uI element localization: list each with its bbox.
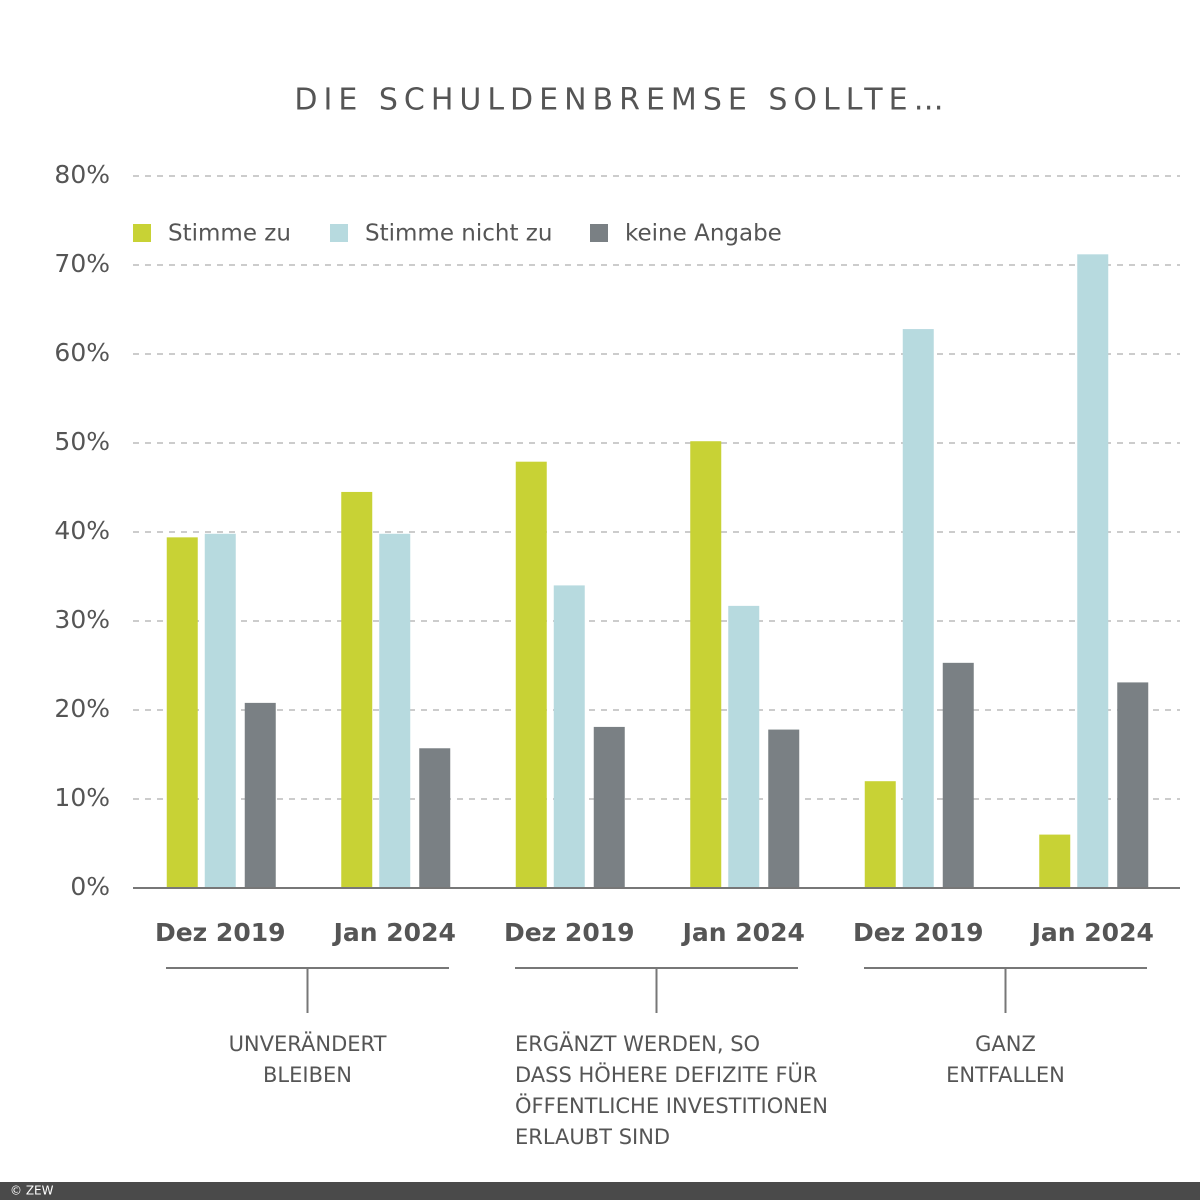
y-tick-label: 40% bbox=[54, 516, 110, 545]
group-label: ENTFALLEN bbox=[946, 1063, 1065, 1087]
bar bbox=[690, 441, 722, 888]
group-label: GANZ bbox=[975, 1032, 1036, 1056]
bar bbox=[379, 533, 411, 888]
legend-label: Stimme nicht zu bbox=[365, 221, 552, 247]
bar bbox=[515, 461, 547, 888]
x-tick-label: Dez 2019 bbox=[504, 918, 635, 947]
x-tick-label: Jan 2024 bbox=[332, 918, 456, 947]
group-label: DASS HÖHERE DEFIZITE FÜR bbox=[515, 1062, 818, 1087]
x-tick-label: Dez 2019 bbox=[155, 918, 286, 947]
group-label: UNVERÄNDERT bbox=[229, 1031, 387, 1056]
y-tick-label: 0% bbox=[70, 872, 110, 901]
bar bbox=[166, 537, 198, 888]
group-label: ÖFFENTLICHE INVESTITIONEN bbox=[515, 1093, 828, 1118]
chart-title: DIE SCHULDENBREMSE SOLLTE… bbox=[294, 83, 949, 118]
x-tick-label: Jan 2024 bbox=[1030, 918, 1154, 947]
y-tick-label: 10% bbox=[54, 783, 110, 812]
bar bbox=[768, 729, 800, 888]
bar bbox=[942, 662, 974, 888]
y-tick-label: 80% bbox=[54, 160, 110, 189]
legend-swatch bbox=[133, 224, 151, 242]
x-tick-label: Dez 2019 bbox=[853, 918, 984, 947]
bar bbox=[902, 329, 934, 889]
bar bbox=[341, 491, 373, 888]
legend-label: keine Angabe bbox=[625, 221, 782, 247]
y-tick-label: 50% bbox=[54, 427, 110, 456]
footer: © ZEW bbox=[10, 1184, 54, 1198]
x-tick-label: Jan 2024 bbox=[681, 918, 805, 947]
bar bbox=[553, 585, 585, 888]
footer-bar bbox=[0, 1182, 1200, 1200]
legend-label: Stimme zu bbox=[168, 221, 291, 247]
y-tick-label: 70% bbox=[54, 249, 110, 278]
y-tick-label: 30% bbox=[54, 605, 110, 634]
bar bbox=[204, 533, 236, 888]
bar bbox=[1077, 254, 1109, 888]
bar bbox=[1117, 682, 1149, 888]
legend-swatch bbox=[590, 224, 608, 242]
group-label: ERGÄNZT WERDEN, SO bbox=[515, 1031, 760, 1056]
bar bbox=[593, 726, 625, 888]
group-label: ERLAUBT SIND bbox=[515, 1125, 670, 1149]
legend-swatch bbox=[330, 224, 348, 242]
group-label: BLEIBEN bbox=[263, 1063, 352, 1087]
y-tick-label: 20% bbox=[54, 694, 110, 723]
bar bbox=[1039, 834, 1071, 888]
y-tick-label: 60% bbox=[54, 338, 110, 367]
bar bbox=[728, 605, 760, 888]
bar bbox=[864, 781, 896, 888]
bar bbox=[419, 748, 451, 888]
bar bbox=[244, 702, 276, 888]
